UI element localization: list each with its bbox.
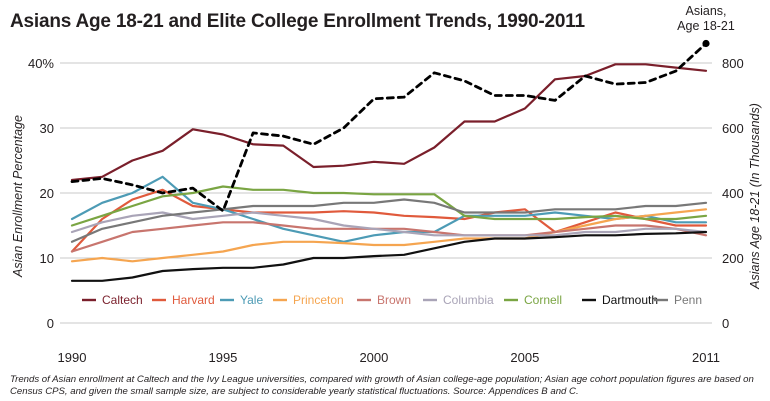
- legend-label: Cornell: [524, 293, 562, 307]
- legend-label: Brown: [377, 293, 411, 307]
- y-right-axis-label: Asians Age 18-21 (In Thousands): [748, 103, 762, 290]
- legend-label: Harvard: [172, 293, 215, 307]
- x-tick-label: 1995: [208, 350, 237, 365]
- legend-label: Penn: [674, 293, 702, 307]
- y-left-tick-label: 10: [40, 251, 54, 266]
- series-line-asians-age-18-21: [70, 42, 708, 213]
- chart-caption: Trends of Asian enrollment at Caltech an…: [10, 374, 754, 397]
- chart-title: Asians Age 18-21 and Elite College Enrol…: [10, 11, 585, 32]
- series-line-columbia: [70, 211, 708, 237]
- series-endpoint-asians-age-18-21: [702, 39, 710, 48]
- x-tick-label: 1990: [58, 350, 87, 365]
- series-line-penn: [70, 198, 708, 243]
- y-right-tick-label: 200: [722, 251, 744, 266]
- x-tick-label: 2011: [692, 350, 720, 365]
- legend-label: Caltech: [102, 293, 143, 307]
- legend-label: Columbia: [443, 293, 494, 307]
- y-right-tick-label: 800: [722, 56, 744, 71]
- legend-label: Princeton: [293, 293, 344, 307]
- legend-label: Yale: [240, 293, 263, 307]
- y-left-tick-label: 30: [40, 121, 54, 136]
- series-line-cornell: [70, 185, 708, 227]
- x-tick-label: 2000: [359, 350, 388, 365]
- series-line-princeton: [70, 208, 708, 263]
- line-chart: 0 10 20 30 40% 0 200 400 600 800 1990 1995 2000 2005 2…: [11, 4, 762, 365]
- legend-label: Dartmouth: [602, 293, 658, 307]
- series-line-caltech: [70, 63, 708, 182]
- y-right-tick-label: 400: [722, 186, 744, 201]
- y-left-tick-label: 20: [40, 186, 54, 201]
- series-line-brown: [70, 221, 708, 253]
- y-right-tick-label: 0: [722, 316, 729, 331]
- y-left-tick-label: 0: [47, 316, 54, 331]
- y-left-tick-label: 40%: [28, 56, 54, 71]
- series-line-dartmouth: [70, 230, 708, 282]
- y-right-tick-label: 600: [722, 121, 744, 136]
- y-left-axis-label: Asian Enrollment Percentage: [11, 115, 25, 278]
- x-tick-label: 2005: [510, 350, 539, 365]
- series-annotation: Asians, Age 18-21: [677, 4, 735, 33]
